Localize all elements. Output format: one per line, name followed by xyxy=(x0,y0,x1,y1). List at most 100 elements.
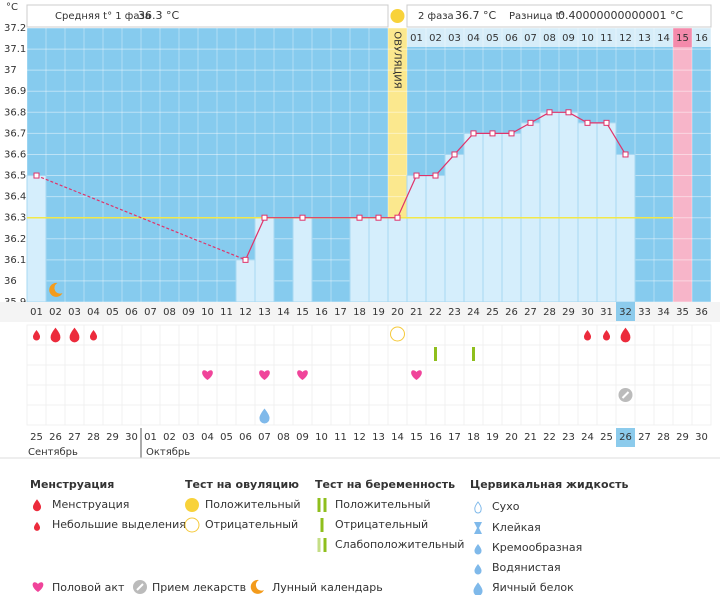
event-cell xyxy=(634,404,655,426)
event-cell xyxy=(558,344,579,366)
heart xyxy=(202,370,213,380)
temp-point xyxy=(622,151,629,158)
month: Сентябрь xyxy=(28,447,78,458)
event-cell xyxy=(615,344,636,366)
event-cell xyxy=(197,404,218,426)
bar xyxy=(596,122,617,303)
event-cell xyxy=(368,364,389,386)
event-cell xyxy=(539,384,560,406)
bar xyxy=(520,122,541,303)
test-bar xyxy=(434,347,437,361)
event-cell xyxy=(83,344,104,366)
y-tick-label: 37 xyxy=(4,65,17,76)
event-cell xyxy=(349,384,370,406)
event-cell xyxy=(444,404,465,426)
calendar-date: 28 xyxy=(657,432,670,443)
event-cell xyxy=(26,344,47,366)
temp-point xyxy=(261,214,268,221)
event-cell xyxy=(311,404,332,426)
calendar-date: 05 xyxy=(220,432,233,443)
phase2-day: 01 xyxy=(410,33,423,44)
legend-text: Отрицательный xyxy=(335,518,428,531)
temp-line xyxy=(396,175,418,218)
heart xyxy=(32,582,44,592)
temp-line xyxy=(36,174,246,261)
phase2-day: 04 xyxy=(467,33,480,44)
temp-point xyxy=(470,130,477,137)
phase2-row xyxy=(407,28,711,47)
temp-line xyxy=(244,217,266,261)
x-tick-label: 04 xyxy=(87,307,100,318)
event-cell xyxy=(387,384,408,406)
phase2-box xyxy=(406,4,712,28)
phase2-day: 06 xyxy=(505,33,518,44)
event-cell xyxy=(672,404,693,426)
cervical-fluid xyxy=(259,408,270,424)
event-cell xyxy=(197,344,218,366)
phase1-box xyxy=(26,4,389,28)
diff-label: Разница t° xyxy=(509,11,565,22)
temp-point xyxy=(375,214,382,221)
event-cell xyxy=(672,384,693,406)
menstruation xyxy=(33,521,41,531)
event-cell xyxy=(140,404,161,426)
event-cell xyxy=(406,344,427,366)
x-tick-label: 02 xyxy=(49,307,62,318)
event-cell xyxy=(520,364,541,386)
phase2-day: 11 xyxy=(600,33,613,44)
x-tick-label: 06 xyxy=(125,307,138,318)
event-cell xyxy=(520,324,541,346)
event-cell xyxy=(577,364,598,386)
event-cell xyxy=(121,384,142,406)
event-cell xyxy=(368,344,389,366)
event-cell xyxy=(425,364,446,386)
temp-line xyxy=(568,111,588,124)
event-cell xyxy=(178,344,199,366)
event-cell xyxy=(83,364,104,386)
event-cell xyxy=(330,364,351,386)
heart xyxy=(411,370,422,380)
event-cell xyxy=(235,344,256,366)
event-cell xyxy=(672,364,693,386)
event-cell xyxy=(596,404,617,426)
event-cell xyxy=(368,324,389,346)
event-cell xyxy=(482,344,503,366)
x-tick-label: 28 xyxy=(543,307,556,318)
y-tick-label: 36.8 xyxy=(4,107,26,118)
event-cell xyxy=(577,344,598,366)
event-cell xyxy=(254,384,275,406)
event-cell xyxy=(463,364,484,386)
event-cell xyxy=(501,384,522,406)
event-cell xyxy=(292,324,313,346)
event-cell xyxy=(159,364,180,386)
calendar-date: 07 xyxy=(258,432,271,443)
calendar-date: 27 xyxy=(638,432,651,443)
event-cell xyxy=(539,324,560,346)
event-cell xyxy=(558,384,579,406)
legend-text: Кремообразная xyxy=(492,541,582,554)
x-tick-label: 36 xyxy=(695,307,708,318)
event-cell xyxy=(406,384,427,406)
event-cell xyxy=(463,324,484,346)
y-tick-label: 36 xyxy=(4,276,17,287)
x-tick-label: 09 xyxy=(182,307,195,318)
temp-point xyxy=(546,109,553,116)
temp-point xyxy=(33,172,40,179)
calendar-date: 08 xyxy=(277,432,290,443)
event-cell xyxy=(539,364,560,386)
phase2-day: 10 xyxy=(581,33,594,44)
event-cell xyxy=(273,344,294,366)
test-bar xyxy=(323,538,327,552)
x-tick-label: 03 xyxy=(68,307,81,318)
event-cell xyxy=(121,324,142,346)
bar xyxy=(292,217,313,303)
calendar-date: 24 xyxy=(581,432,594,443)
phase2-day: 08 xyxy=(543,33,556,44)
event-cell xyxy=(349,324,370,346)
event-cell xyxy=(387,404,408,426)
event-cell xyxy=(653,344,674,366)
event-cell xyxy=(520,404,541,426)
event-cell xyxy=(444,324,465,346)
event-cell xyxy=(292,404,313,426)
